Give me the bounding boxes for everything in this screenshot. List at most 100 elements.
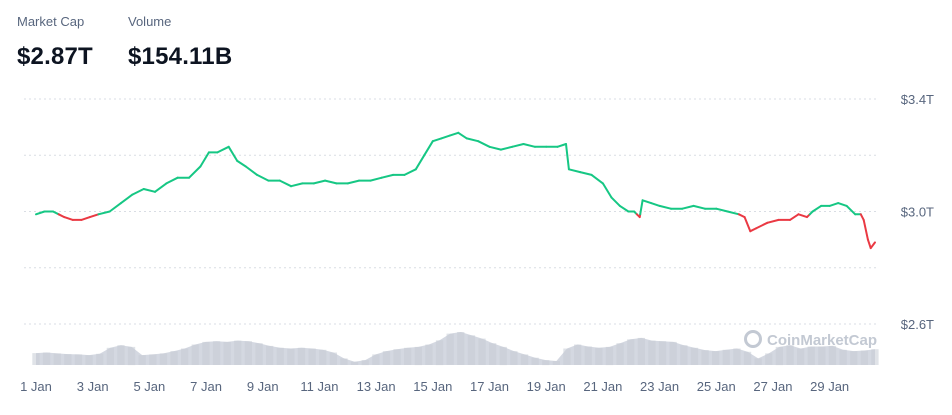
- price-line-segment: [423, 140, 434, 157]
- price-line-segment: [278, 179, 293, 188]
- volume-bar: [531, 357, 539, 365]
- price-line-segment: [465, 137, 480, 143]
- y-tick-label: $3.4T: [901, 92, 934, 107]
- price-line-segment: [650, 202, 661, 207]
- market-cap-stat: Market Cap $2.87T: [17, 14, 93, 71]
- x-tick-label: 1 Jan: [20, 379, 52, 394]
- volume-bar: [701, 350, 709, 365]
- price-line-segment: [165, 176, 179, 185]
- price-line-segment: [312, 179, 327, 185]
- price-line-segment: [52, 210, 60, 216]
- volume-bar: [743, 351, 752, 365]
- volume-bar: [149, 354, 157, 365]
- price-line-segment: [866, 238, 872, 250]
- price-line-segment: [403, 168, 417, 176]
- price-line-segment: [862, 218, 869, 241]
- price-line-segment: [681, 204, 695, 210]
- volume-bar: [754, 358, 762, 365]
- price-line-segment: [556, 143, 567, 148]
- price-line-segment: [837, 202, 848, 207]
- x-tick-label: 23 Jan: [640, 379, 679, 394]
- price-line-segment: [737, 213, 746, 219]
- price-line-segment: [692, 204, 706, 210]
- volume-bar: [191, 344, 199, 365]
- volume-bar: [393, 349, 401, 365]
- price-line-segment: [380, 173, 395, 179]
- price-line-segment: [414, 154, 426, 171]
- volume-bar: [85, 355, 93, 365]
- volume-bar: [340, 358, 348, 365]
- volume-bar: [616, 343, 624, 365]
- price-line-segment: [80, 216, 91, 221]
- volume-bar: [127, 346, 136, 366]
- volume-value: $154.11B: [128, 43, 233, 70]
- price-line-segment: [579, 171, 593, 176]
- price-line-segment: [601, 182, 613, 199]
- volume-bar: [712, 351, 720, 365]
- volume-bar: [775, 346, 783, 366]
- price-line: [35, 131, 876, 250]
- price-line-segment: [440, 134, 451, 140]
- volume-bar: [860, 350, 868, 365]
- volume-stat: Volume $154.11B: [128, 14, 232, 71]
- price-line-segment: [755, 221, 769, 230]
- x-tick-label: 9 Jan: [247, 379, 279, 394]
- volume-bar: [170, 351, 178, 365]
- volume-bar: [223, 341, 231, 365]
- volume-bar: [287, 348, 295, 365]
- price-line-segment: [431, 137, 443, 143]
- volume-bar: [425, 344, 433, 365]
- volume-bar: [552, 361, 560, 365]
- volume-bar: [435, 340, 444, 366]
- price-line-segment: [715, 207, 729, 213]
- volume-bar: [53, 353, 61, 365]
- price-line-segment: [845, 204, 857, 216]
- volume-bar: [106, 347, 114, 365]
- volume-bar: [605, 346, 614, 366]
- price-line-segment: [57, 213, 66, 219]
- volume-bar: [96, 353, 104, 365]
- price-line-segment: [244, 165, 259, 176]
- price-line-segment: [188, 165, 202, 179]
- price-line-segment: [448, 131, 460, 137]
- watermark: CoinMarketCap: [744, 330, 877, 349]
- x-axis-ticks: 1 Jan 3 Jan 5 Jan 7 Jan 9 Jan 11 Jan 13 Jan 15 …: [20, 379, 849, 394]
- price-line-segment: [726, 210, 740, 216]
- price-line-segment: [236, 159, 247, 168]
- price-line-segment: [199, 151, 210, 168]
- volume-bar: [255, 343, 263, 365]
- price-line-segment: [227, 145, 239, 162]
- volume-bar: [478, 338, 486, 365]
- volume-bar: [202, 341, 210, 365]
- price-line-segment: [639, 199, 644, 216]
- price-line-segment: [641, 199, 653, 205]
- volume-bar: [212, 341, 221, 365]
- price-line-segment: [789, 213, 800, 221]
- market-cap-value: $2.87T: [17, 43, 93, 70]
- volume-bar: [818, 346, 826, 365]
- volume-bar: [159, 353, 168, 365]
- volume-bar: [648, 340, 656, 365]
- volume-bar: [181, 348, 189, 365]
- volume-bar: [520, 354, 529, 365]
- price-line-segment: [369, 176, 383, 182]
- price-line-segment: [811, 204, 823, 213]
- volume-bar: [138, 355, 146, 365]
- price-line-segment: [488, 145, 502, 151]
- volume-bar: [797, 348, 805, 365]
- volume-bar: [733, 348, 741, 365]
- price-line-segment: [290, 182, 304, 188]
- volume-bar: [32, 353, 40, 365]
- x-tick-label: 25 Jan: [697, 379, 736, 394]
- volume-bar: [542, 360, 550, 366]
- price-line-segment: [256, 173, 270, 182]
- watermark-text: CoinMarketCap: [767, 332, 877, 349]
- volume-bar: [574, 344, 582, 365]
- y-tick-label: $2.6T: [901, 317, 934, 332]
- volume-bar: [297, 347, 306, 365]
- volume-bar: [446, 333, 454, 365]
- price-line-segment: [522, 143, 536, 148]
- price-line-segment: [324, 179, 338, 185]
- volume-bar: [680, 345, 688, 365]
